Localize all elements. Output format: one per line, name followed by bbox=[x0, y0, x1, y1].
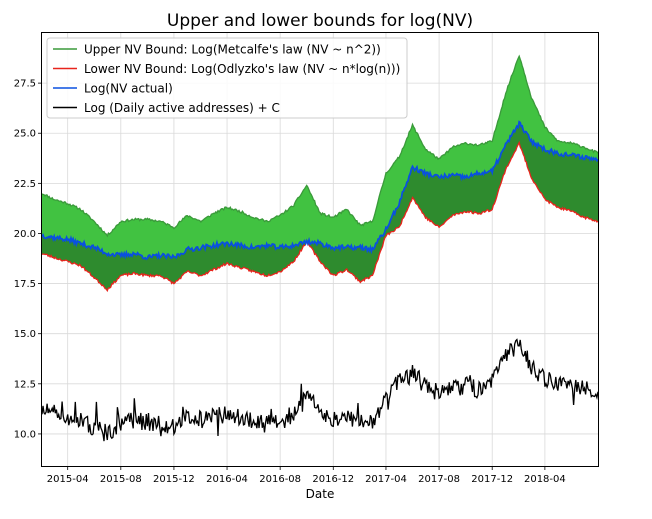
chart-title: Upper and lower bounds for log(NV) bbox=[167, 11, 473, 31]
y-tick-label: 10.0 bbox=[14, 429, 36, 440]
x-tick-label: 2015-12 bbox=[153, 474, 195, 485]
x-tick-label: 2016-04 bbox=[206, 474, 248, 485]
legend-label: Upper NV Bound: Log(Metcalfe's law (NV ~… bbox=[84, 43, 381, 57]
x-tick-label: 2015-04 bbox=[47, 474, 89, 485]
x-axis-ticks: 2015-04 2015-08 2015-12 2016-04 2016-08 2016-… bbox=[47, 466, 566, 485]
x-tick-label: 2016-08 bbox=[259, 474, 301, 485]
legend-label: Log (Daily active addresses) + C bbox=[84, 101, 280, 115]
y-tick-label: 12.5 bbox=[14, 379, 36, 390]
lower-bound-line bbox=[41, 140, 599, 293]
legend-label: Lower NV Bound: Log(Odlyzko's law (NV ~ … bbox=[84, 62, 400, 76]
legend: Upper NV Bound: Log(Metcalfe's law (NV ~… bbox=[46, 37, 408, 119]
plot-frame bbox=[41, 32, 599, 467]
daily-active-addresses-line bbox=[41, 338, 599, 442]
y-tick-label: 20.0 bbox=[14, 229, 36, 240]
y-tick-label: 22.5 bbox=[14, 179, 36, 190]
nv-actual-line bbox=[41, 120, 599, 261]
x-tick-label: 2017-08 bbox=[418, 474, 460, 485]
x-tick-label: 2018-04 bbox=[524, 474, 566, 485]
x-tick-label: 2017-04 bbox=[365, 474, 407, 485]
upper-band-fill bbox=[42, 56, 598, 260]
series-lines bbox=[41, 54, 599, 442]
y-axis-ticks: 10.0 12.5 15.0 17.5 20.0 22.5 25.0 27.5 bbox=[14, 79, 42, 440]
y-tick-label: 15.0 bbox=[14, 329, 36, 340]
y-tick-label: 27.5 bbox=[14, 79, 36, 90]
x-tick-label: 2015-08 bbox=[100, 474, 142, 485]
y-tick-label: 25.0 bbox=[14, 129, 36, 140]
lower-band-fill bbox=[42, 121, 598, 291]
x-tick-label: 2017-12 bbox=[471, 474, 513, 485]
x-tick-label: 2016-12 bbox=[312, 474, 354, 485]
legend-label: Log(NV actual) bbox=[84, 82, 173, 96]
band-fills bbox=[42, 56, 598, 291]
y-tick-label: 17.5 bbox=[14, 279, 36, 290]
legend-box bbox=[46, 37, 408, 119]
x-axis-label: Date bbox=[306, 487, 335, 501]
upper-bound-line bbox=[41, 54, 599, 238]
